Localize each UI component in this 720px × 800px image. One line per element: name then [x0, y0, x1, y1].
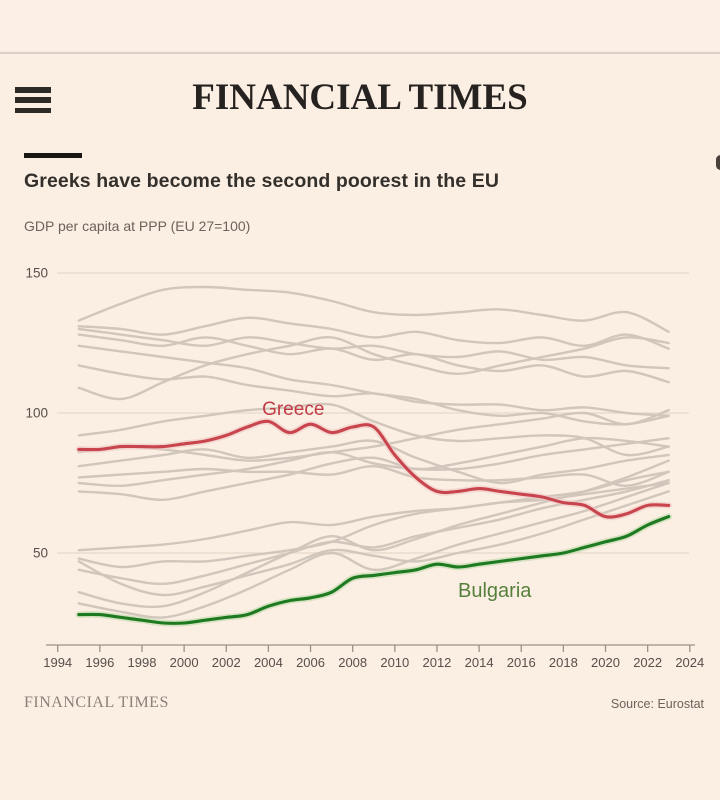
- x-axis-label: 1998: [128, 655, 157, 670]
- ft-masthead-logo[interactable]: FINANCIAL TIMES: [192, 77, 528, 118]
- gdp-line-chart: 50 100 150 Greece Bulgaria 1994 1996 1998 2000 20…: [25, 266, 704, 671]
- menu-hamburger-icon[interactable]: [15, 87, 51, 113]
- gray-line: [77, 316, 670, 350]
- x-axis-label: 2024: [675, 655, 704, 670]
- gray-line: [77, 481, 670, 619]
- gray-line: [77, 327, 670, 370]
- gray-line: [77, 333, 670, 384]
- x-axis: 1994 1996 1998 2000 2002 2004 2006 2008 2010 2012…: [43, 644, 704, 670]
- bulgaria-line: [77, 515, 671, 625]
- x-axis-label: 2016: [507, 655, 536, 670]
- gray-line: [77, 364, 670, 417]
- y-axis-label: 100: [25, 406, 48, 421]
- app-header: FINANCIAL TIMES: [0, 52, 720, 170]
- source-credit: Source: Eurostat: [610, 697, 704, 711]
- gray-line: [77, 336, 670, 401]
- gray-line: [77, 409, 670, 462]
- x-axis-label: 1996: [85, 655, 114, 670]
- x-axis-label: 2012: [422, 655, 451, 670]
- x-axis-label: 2004: [254, 655, 283, 670]
- partial-search-icon[interactable]: [716, 155, 720, 170]
- background-country-lines: [77, 285, 670, 619]
- gray-line: [77, 470, 670, 569]
- x-axis-label: 2010: [380, 655, 409, 670]
- x-axis-label: 2018: [549, 655, 578, 670]
- y-axis-label: 150: [25, 266, 48, 281]
- gray-line: [77, 439, 670, 485]
- gray-line: [77, 437, 670, 488]
- gray-line: [77, 459, 670, 609]
- x-axis-label: 2008: [338, 655, 367, 670]
- gray-line: [77, 490, 670, 597]
- chart-subtitle: GDP per capita at PPP (EU 27=100): [24, 218, 251, 234]
- chart-title: Greeks have become the second poorest in…: [24, 170, 500, 192]
- x-axis-label: 2014: [465, 655, 494, 670]
- gray-line: [77, 436, 670, 502]
- x-axis-label: 2002: [212, 655, 241, 670]
- gray-line: [77, 285, 670, 333]
- x-axis-label: 2000: [170, 655, 199, 670]
- x-axis-label: 2022: [633, 655, 662, 670]
- y-axis-label: 50: [33, 546, 48, 561]
- footer-brand: FINANCIAL TIMES: [24, 694, 169, 711]
- greece-series-label: Greece: [262, 399, 324, 420]
- x-axis-label: 2020: [591, 655, 620, 670]
- x-axis-label: 2006: [296, 655, 325, 670]
- gray-line: [77, 402, 670, 457]
- headline-accent-bar: [24, 153, 82, 158]
- x-axis-label: 1994: [43, 655, 72, 670]
- greece-line: [77, 419, 671, 519]
- status-strip: [0, 0, 720, 54]
- gray-line: [77, 464, 670, 488]
- bulgaria-series-label: Bulgaria: [458, 580, 532, 602]
